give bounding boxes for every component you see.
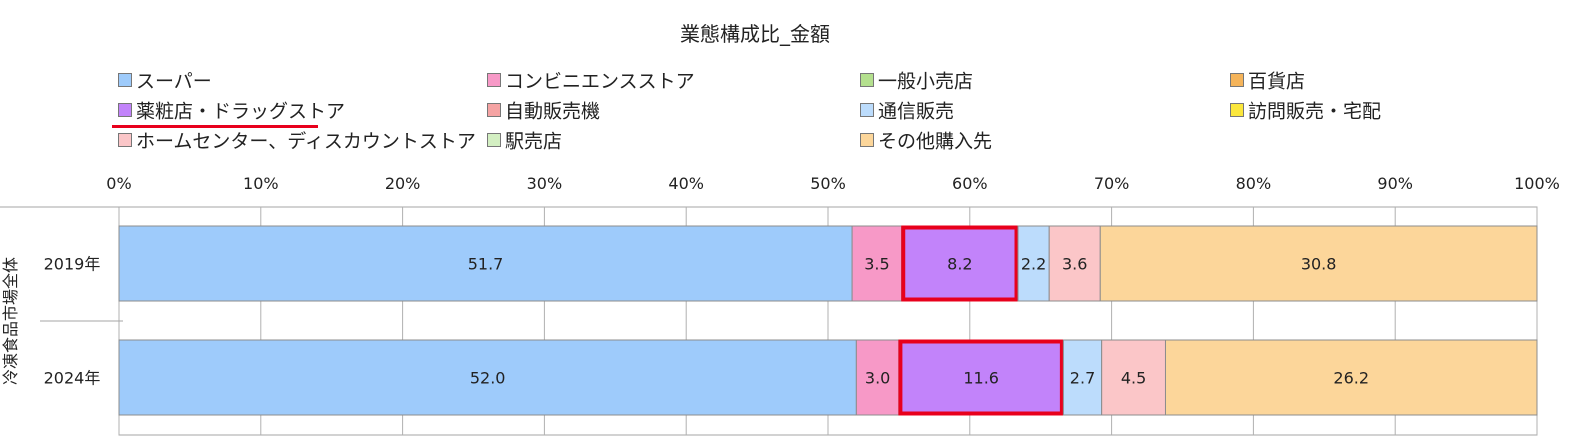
legend-label: 一般小売店 <box>878 70 974 93</box>
bar-segment <box>901 225 1019 302</box>
data-label: 8.2 <box>947 255 972 274</box>
x-tick-label: 40% <box>668 174 704 193</box>
legend-swatch <box>860 102 874 117</box>
legend-label: 自動販売機 <box>505 100 601 123</box>
legend-label: コンビニエンスストア <box>505 70 695 93</box>
category-label: 2024年 <box>44 369 101 388</box>
legend-swatch <box>118 102 132 117</box>
legend-item: 通信販売 <box>860 98 954 124</box>
data-label: 26.2 <box>1333 369 1369 388</box>
x-tick-label: 80% <box>1236 174 1272 193</box>
legend-label: ホームセンター、ディスカウントストア <box>136 130 476 153</box>
bar-segment <box>855 339 900 416</box>
legend-label: その他購入先 <box>878 130 993 153</box>
category-label: 2019年 <box>44 255 101 274</box>
legend-swatch <box>860 132 874 147</box>
x-tick-label: 20% <box>385 174 421 193</box>
x-tick-label: 30% <box>527 174 563 193</box>
bar-segment <box>898 339 1064 416</box>
legend-label: 百貨店 <box>1248 70 1306 93</box>
bar-segment <box>1017 225 1050 302</box>
x-tick-label: 100% <box>1514 174 1560 193</box>
x-tick-label: 0% <box>106 174 131 193</box>
data-label: 3.0 <box>865 369 890 388</box>
data-label: 3.5 <box>864 255 889 274</box>
legend-swatch <box>487 132 501 147</box>
legend-item: 自動販売機 <box>487 98 600 124</box>
bar-segment <box>118 339 857 416</box>
legend-item: その他購入先 <box>860 128 992 154</box>
x-tick-label: 50% <box>810 174 846 193</box>
bar-segment <box>1101 339 1166 416</box>
data-label: 51.7 <box>468 255 504 274</box>
legend-item: 一般小売店 <box>860 68 973 94</box>
data-label: 52.0 <box>470 369 506 388</box>
x-tick-label: 90% <box>1377 174 1413 193</box>
bar-segment <box>118 225 853 302</box>
bar-segment <box>1048 225 1101 302</box>
legend-item: コンビニエンスストア <box>487 68 695 94</box>
legend-label: 駅売店 <box>505 130 563 153</box>
legend-item: スーパー <box>118 68 212 94</box>
data-label: 4.5 <box>1121 369 1146 388</box>
legend-item: 駅売店 <box>487 128 562 154</box>
legend-label: 薬粧店・ドラッグストア <box>136 100 346 123</box>
legend-highlight-underline <box>112 125 318 128</box>
legend-item: ホームセンター、ディスカウントストア <box>118 128 476 154</box>
highlight-box <box>901 225 1019 302</box>
bar-segment <box>1164 339 1538 416</box>
x-tick-label: 60% <box>952 174 988 193</box>
legend-label: 訪問販売・宅配 <box>1248 100 1382 123</box>
bar-segment <box>1062 339 1103 416</box>
legend-swatch <box>1230 72 1244 87</box>
chart-title: 業態構成比_金額 <box>680 22 830 46</box>
data-label: 2.2 <box>1021 255 1046 274</box>
legend-swatch <box>118 72 132 87</box>
data-label: 2.7 <box>1070 369 1095 388</box>
legend-label: スーパー <box>136 70 212 93</box>
bar-segment <box>1099 225 1538 302</box>
data-label: 30.8 <box>1301 255 1337 274</box>
y-group-label: 冷凍食品市場全体 <box>1 257 20 385</box>
x-tick-label: 70% <box>1094 174 1130 193</box>
legend-swatch <box>860 72 874 87</box>
data-label: 11.6 <box>963 369 999 388</box>
legend-label: 通信販売 <box>878 100 955 123</box>
legend-swatch <box>118 132 132 147</box>
legend-swatch <box>487 72 501 87</box>
legend-swatch <box>487 102 501 117</box>
highlight-box <box>898 339 1064 416</box>
data-label: 3.6 <box>1062 255 1087 274</box>
legend-item: 百貨店 <box>1230 68 1305 94</box>
legend-item: 薬粧店・ドラッグストア <box>118 98 345 124</box>
legend-item: 訪問販売・宅配 <box>1230 98 1381 124</box>
legend-swatch <box>1230 102 1244 117</box>
x-tick-label: 10% <box>243 174 279 193</box>
